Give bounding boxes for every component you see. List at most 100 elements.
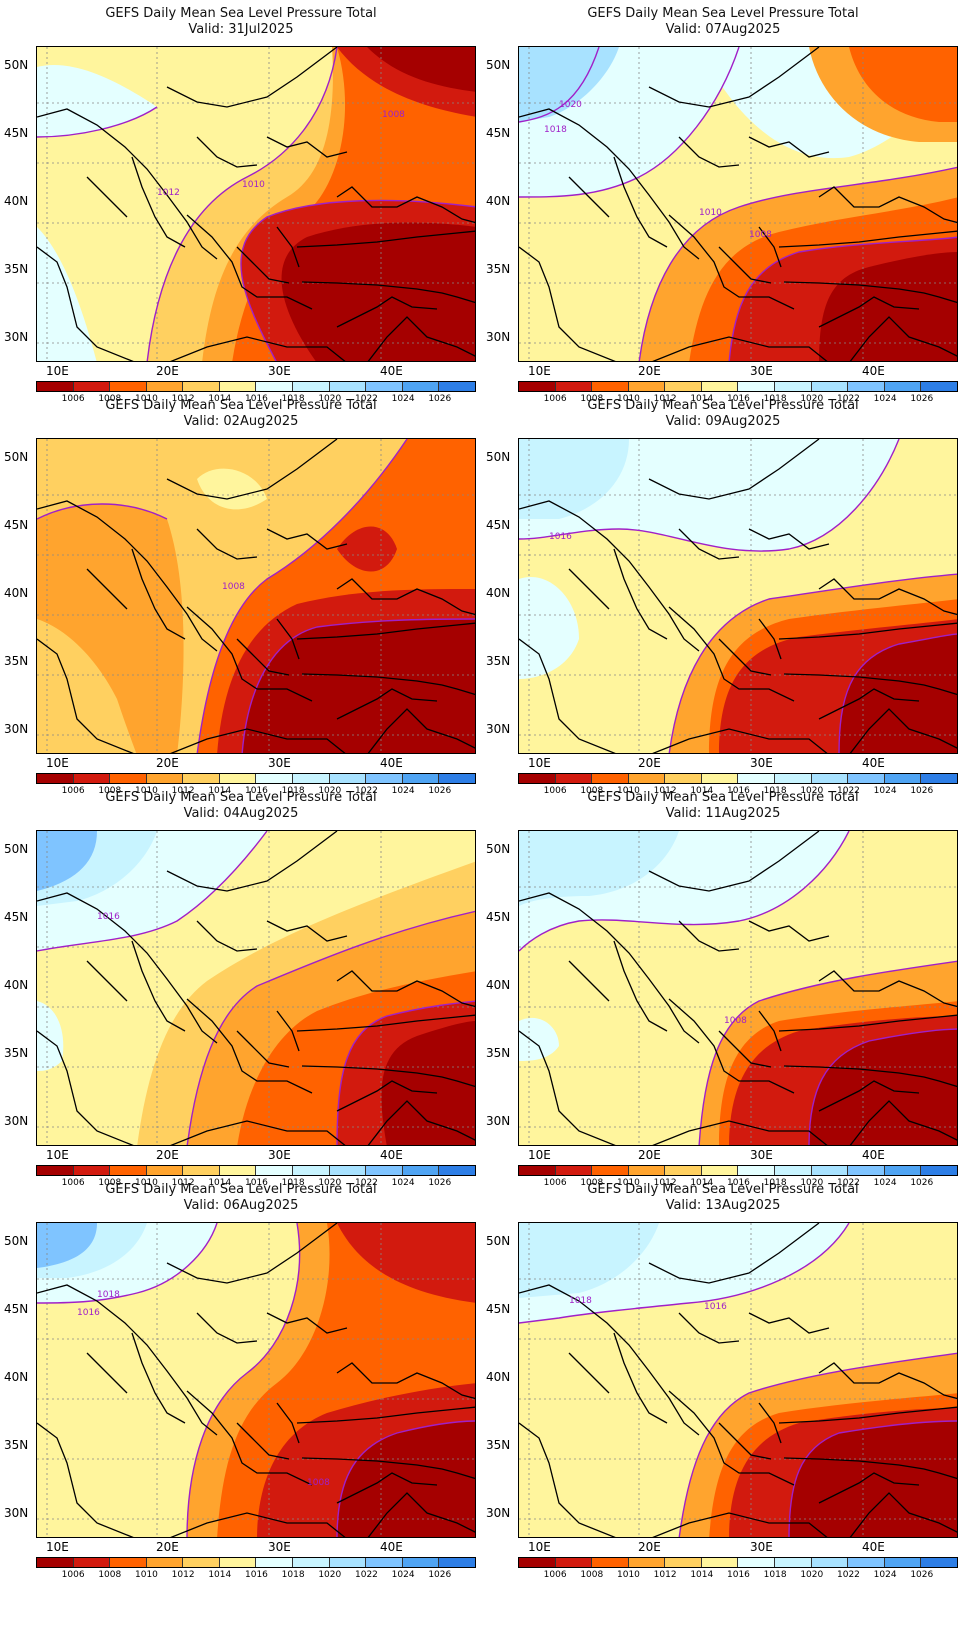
- colorbar-swatch: [921, 774, 957, 783]
- pressure-band: [37, 65, 157, 137]
- coastline: [758, 618, 782, 660]
- colorbar-level-label: 1020: [318, 1570, 342, 1580]
- colorbar-swatch: [439, 774, 475, 783]
- coastline: [678, 1312, 740, 1344]
- coastline: [818, 186, 957, 224]
- colorbar-level-label: 1020: [800, 394, 824, 404]
- colorbar-level-label: 1016: [245, 1570, 268, 1580]
- colorbar-level-label: 1010: [617, 394, 640, 404]
- colorbar: [518, 773, 958, 784]
- latitude-label: 50N: [486, 842, 511, 856]
- latitude-label: 45N: [4, 1302, 29, 1316]
- colorbar-swatch: [848, 382, 885, 391]
- longitude-label: 20E: [638, 364, 661, 378]
- colorbar-level-label: 1006: [543, 394, 567, 404]
- colorbar-swatch: [665, 382, 702, 391]
- pressure-field-svg: 1012 1010 1008: [37, 47, 475, 361]
- colorbar-level-label: 1024: [873, 1570, 897, 1580]
- coastline: [718, 1030, 772, 1068]
- isobar-line: [37, 106, 158, 138]
- colorbar-swatch: [110, 382, 147, 391]
- coastline: [778, 622, 957, 640]
- colorbar-level-label: 1008: [580, 786, 604, 796]
- coastline: [568, 1352, 610, 1394]
- longitude-label: 30E: [268, 364, 291, 378]
- longitude-label: 20E: [156, 756, 179, 770]
- latitude-label: 35N: [4, 262, 29, 276]
- coastline: [783, 673, 957, 696]
- pressure-map: 1008: [518, 830, 958, 1146]
- colorbar-swatch: [628, 1558, 666, 1567]
- coastline: [818, 578, 957, 616]
- coastline: [37, 246, 134, 361]
- coastline: [166, 47, 338, 108]
- colorbar-level-label: 1014: [208, 786, 232, 796]
- colorbar-level-label: 1012: [171, 1570, 195, 1580]
- colorbar-level-label: 1024: [391, 786, 415, 796]
- map-panel: GEFS Daily Mean Sea Level Pressure Total…: [0, 784, 482, 1194]
- latitude-label: 30N: [4, 722, 29, 736]
- colorbar-swatch: [402, 1166, 440, 1175]
- colorbar-swatch: [219, 1166, 257, 1175]
- coastline: [336, 970, 475, 1008]
- coastline: [818, 296, 920, 328]
- colorbar-swatch: [256, 1166, 294, 1175]
- colorbar-swatch: [592, 382, 629, 391]
- colorbar-swatch: [73, 382, 111, 391]
- coastline: [519, 892, 700, 1044]
- coastline: [648, 831, 820, 892]
- coastline: [778, 230, 957, 248]
- coastline: [568, 176, 610, 218]
- colorbar-level-label: 1010: [617, 1178, 640, 1188]
- colorbar: [36, 381, 476, 392]
- longitude-label: 20E: [156, 1540, 179, 1554]
- colorbar: [518, 1165, 958, 1176]
- latitude-label: 40N: [4, 194, 29, 208]
- map-panel: GEFS Daily Mean Sea Level Pressure Total…: [482, 1176, 964, 1586]
- colorbar-swatch: [738, 774, 776, 783]
- pressure-map: 1012 1010 1008: [36, 46, 476, 362]
- colorbar-level-label: 1020: [800, 1570, 824, 1580]
- colorbar-swatch: [329, 382, 367, 391]
- isobar-line: [638, 166, 957, 361]
- colorbar-swatch: [146, 774, 184, 783]
- colorbar-level-label: 1026: [910, 394, 934, 404]
- colorbar-level-label: 1012: [653, 786, 677, 796]
- pressure-band: [839, 634, 957, 753]
- colorbar-level-label: 1006: [61, 394, 85, 404]
- colorbar-level-label: 1014: [690, 786, 714, 796]
- pressure-band: [37, 227, 97, 361]
- isobar-label: 1008: [307, 1478, 330, 1488]
- isobar-label: 1016: [97, 912, 120, 922]
- coastline: [648, 439, 820, 500]
- colorbar-level-label: 1014: [208, 1570, 232, 1580]
- colorbar-level-label: 1026: [910, 1178, 934, 1188]
- coastline: [37, 108, 218, 260]
- pressure-field-svg: 1018 1016 1008: [37, 1223, 475, 1537]
- colorbar-swatch: [73, 774, 111, 783]
- colorbar-level-label: 1016: [245, 786, 268, 796]
- colorbar-swatch: [884, 1166, 922, 1175]
- colorbar-level-label: 1008: [98, 786, 122, 796]
- coastline: [652, 336, 828, 361]
- coastline: [131, 548, 186, 640]
- latitude-label: 50N: [4, 842, 29, 856]
- colorbar-level-label: 1010: [617, 786, 640, 796]
- panel-valid-date: Valid: 04Aug2025: [183, 806, 299, 821]
- colorbar-swatch: [293, 1558, 330, 1567]
- coastline: [668, 998, 795, 1094]
- colorbar-swatch: [256, 1558, 294, 1567]
- coastline: [678, 920, 740, 952]
- coastline: [336, 1080, 438, 1112]
- coastline: [336, 688, 438, 720]
- coastline: [296, 622, 475, 640]
- panel-valid-date: Valid: 09Aug2025: [665, 414, 781, 429]
- colorbar-level-label: 1022: [837, 1178, 860, 1188]
- coastline: [758, 226, 782, 268]
- longitude-label: 10E: [528, 1148, 551, 1162]
- colorbar-swatch: [366, 774, 403, 783]
- panel-title: GEFS Daily Mean Sea Level Pressure Total: [587, 790, 859, 805]
- colorbar-swatch: [592, 1166, 629, 1175]
- coastline: [648, 47, 820, 108]
- colorbar-swatch: [256, 774, 294, 783]
